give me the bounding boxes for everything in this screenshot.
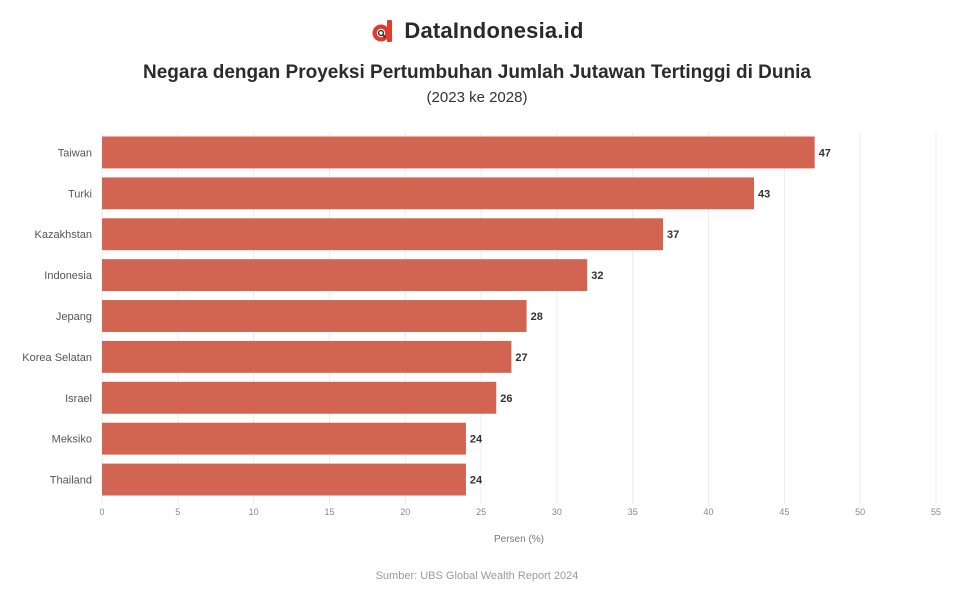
x-axis-title: Persen (%): [494, 534, 544, 545]
x-tick-label: 30: [552, 507, 562, 517]
data-label: 43: [758, 188, 770, 200]
bar: [102, 422, 466, 455]
bar: [102, 136, 815, 169]
bar: [102, 340, 512, 373]
chart-subtitle: (2023 ke 2028): [426, 89, 528, 106]
brand-header: DataIndonesia.id: [0, 18, 954, 44]
x-tick-label: 5: [175, 507, 180, 517]
x-tick-label: 45: [779, 507, 789, 517]
data-label: 24: [470, 475, 483, 487]
x-tick-label: 35: [628, 507, 638, 517]
brand-name: DataIndonesia.id: [404, 18, 584, 43]
x-tick-label: 15: [324, 507, 334, 517]
x-tick-label: 25: [476, 507, 486, 517]
bar: [102, 463, 466, 496]
x-tick-label: 20: [400, 507, 410, 517]
category-label: Turki: [68, 188, 92, 200]
chart-title: Negara dengan Proyeksi Pertumbuhan Jumla…: [143, 62, 811, 83]
category-label: Israel: [65, 393, 92, 405]
data-label: 28: [531, 311, 543, 323]
bar: [102, 259, 588, 292]
x-tick-label: 50: [855, 507, 865, 517]
bar: [102, 177, 755, 210]
x-tick-label: 55: [931, 507, 941, 517]
x-tick-label: 40: [704, 507, 714, 517]
bar: [102, 218, 664, 251]
data-label: 27: [515, 352, 527, 364]
data-label: 24: [470, 434, 483, 446]
source-note: Sumber: UBS Global Wealth Report 2024: [375, 570, 579, 582]
bar: [102, 300, 527, 332]
category-label: Kazakhstan: [35, 229, 92, 241]
data-label: 26: [500, 393, 512, 405]
category-label: Indonesia: [44, 270, 93, 282]
bar: [102, 381, 497, 414]
data-label: 32: [591, 270, 603, 282]
category-label: Meksiko: [52, 434, 92, 446]
category-label: Jepang: [56, 311, 92, 323]
x-tick-label: 0: [99, 507, 104, 517]
data-label: 47: [819, 147, 831, 159]
x-tick-label: 10: [249, 507, 259, 517]
dataindonesia-logo-icon: [372, 20, 393, 42]
category-label: Taiwan: [58, 147, 92, 159]
data-label: 37: [667, 229, 679, 241]
category-label: Thailand: [50, 475, 92, 487]
category-label: Korea Selatan: [22, 352, 92, 364]
